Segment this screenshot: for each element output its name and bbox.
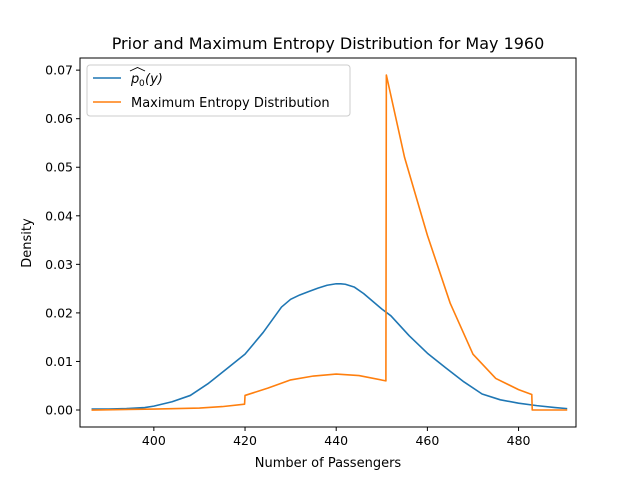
legend-box xyxy=(86,64,351,117)
y-tick-label: 0.06 xyxy=(45,111,73,126)
svg-text:0: 0 xyxy=(139,79,145,89)
x-axis-ticks: 400 420 440 460 480 xyxy=(142,427,531,448)
svg-text:(y): (y) xyxy=(145,72,163,87)
series-line-prior xyxy=(91,282,568,410)
y-axis-ticks: 0.00 0.01 0.02 0.03 0.04 0.05 0.06 0.07 xyxy=(45,63,80,418)
axes-background xyxy=(80,58,576,427)
series-layer xyxy=(91,74,568,411)
y-tick-label: 0.05 xyxy=(45,160,73,175)
series-line-maxent xyxy=(91,74,568,411)
y-tick-label: 0.01 xyxy=(45,354,73,369)
x-tick-label: 420 xyxy=(233,433,257,448)
plot-area xyxy=(79,57,577,428)
y-tick-label: 0.04 xyxy=(45,208,73,223)
legend: p 0 (y) Maximum Entropy Distribution xyxy=(86,64,351,117)
x-tick-label: 460 xyxy=(415,433,439,448)
svg-text:p: p xyxy=(130,72,139,87)
y-tick-label: 0.03 xyxy=(45,257,73,272)
y-tick-label: 0.02 xyxy=(45,305,73,320)
y-tick-label: 0.07 xyxy=(45,63,73,78)
legend-label-prior: p 0 (y) xyxy=(129,67,163,89)
y-axis-label: Density xyxy=(20,218,35,268)
x-tick-label: 440 xyxy=(324,433,348,448)
x-tick-label: 480 xyxy=(507,433,531,448)
y-tick-label: 0.00 xyxy=(45,403,73,418)
x-tick-label: 400 xyxy=(142,433,166,448)
x-axis-label: Number of Passengers xyxy=(255,456,402,471)
chart-title: Prior and Maximum Entropy Distribution f… xyxy=(112,34,545,53)
axes-frame xyxy=(79,57,577,428)
legend-label-maxent: Maximum Entropy Distribution xyxy=(131,96,330,111)
